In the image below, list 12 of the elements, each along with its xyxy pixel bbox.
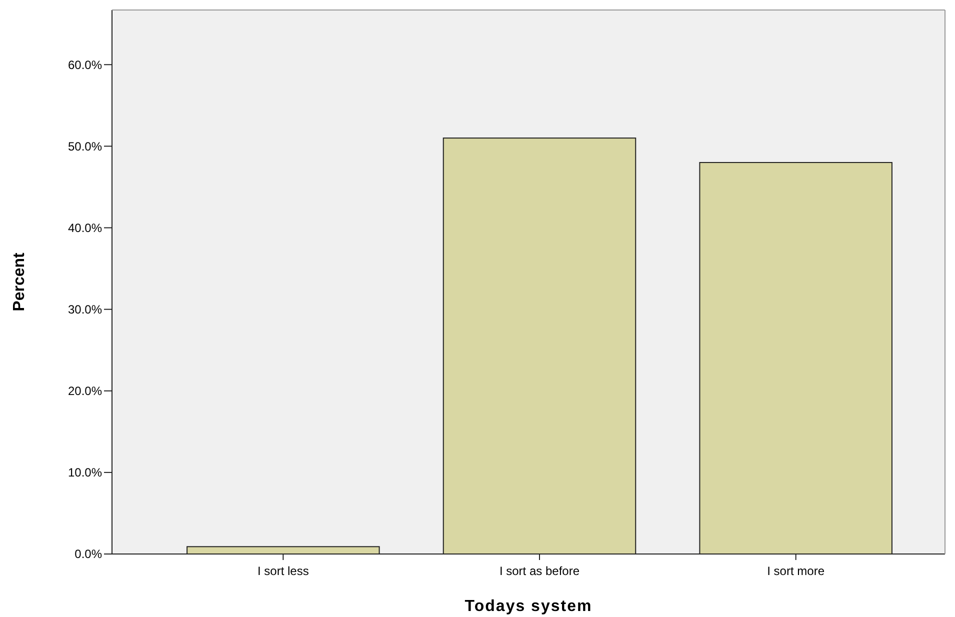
y-tick-label: 50.0% (68, 139, 102, 154)
x-axis-title: Todays system (464, 598, 592, 615)
y-tick-label: 30.0% (68, 302, 102, 317)
y-tick-label: 20.0% (68, 384, 102, 398)
x-tick-label: I sort as before (499, 564, 580, 578)
y-tick-label: 0.0% (74, 547, 102, 562)
x-tick-label: I sort more (767, 564, 825, 578)
y-axis-title: Percent (11, 252, 28, 312)
x-tick-label: I sort less (257, 564, 309, 578)
y-tick-label: 60.0% (68, 58, 102, 72)
y-tick-label: 40.0% (68, 220, 102, 235)
y-tick-label: 10.0% (68, 466, 102, 480)
